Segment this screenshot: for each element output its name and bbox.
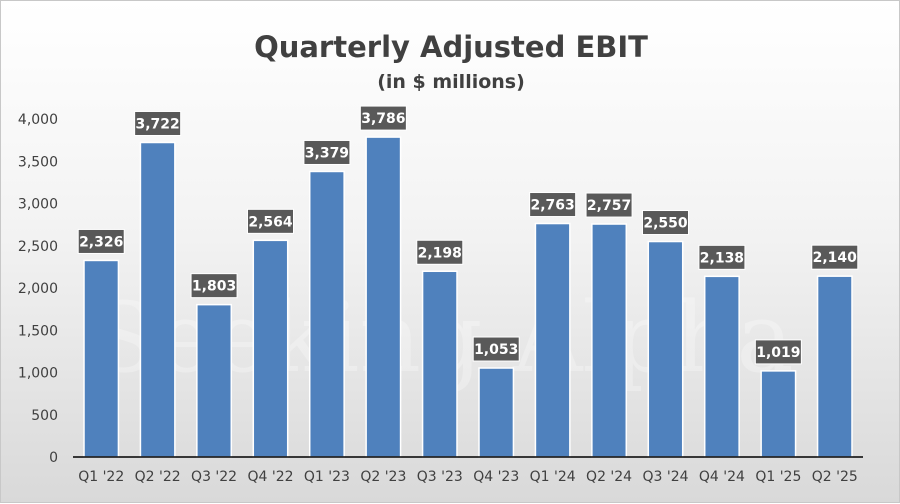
data-label-box — [77, 228, 125, 254]
data-label: 3,786 — [361, 111, 405, 127]
y-tick-label: 0 — [49, 450, 58, 466]
y-tick-label: 2,000 — [18, 281, 58, 297]
data-label: 2,757 — [587, 198, 631, 214]
x-tick-label: Q1 '22 — [78, 469, 124, 485]
data-label-box — [190, 273, 238, 299]
x-tick-label: Q1 '23 — [304, 469, 350, 485]
data-label: 2,140 — [813, 250, 858, 266]
y-tick-label: 1,000 — [18, 366, 58, 382]
data-label: 2,326 — [79, 234, 123, 250]
chart-subtitle: (in $ millions) — [377, 71, 525, 93]
x-tick-label: Q1 '25 — [755, 469, 801, 485]
data-label: 2,198 — [418, 245, 462, 261]
data-labels: 2,326 3,722 1,803 2,564 3,379 3,786 2,198 1,053… — [77, 105, 859, 365]
data-label-box — [642, 210, 689, 236]
bar — [760, 370, 797, 458]
bar — [365, 136, 402, 458]
x-tick-label: Q4 '24 — [699, 469, 745, 485]
y-tick-label: 4,000 — [18, 112, 58, 128]
x-tick-label: Q2 '25 — [812, 469, 858, 485]
data-label-box — [529, 192, 577, 218]
y-tick-label: 3,500 — [18, 154, 58, 170]
bar — [83, 259, 120, 458]
bar — [591, 223, 628, 458]
data-label-box — [754, 339, 802, 365]
y-axis: 0 500 1,000 1,500 2,000 2,500 3,000 3,500 4,000 — [18, 112, 58, 466]
data-label: 3,379 — [305, 145, 349, 161]
x-tick-label: Q3 '24 — [642, 469, 688, 485]
bar — [196, 303, 233, 458]
data-label: 2,564 — [248, 214, 293, 230]
data-label-box — [585, 192, 633, 218]
bar — [421, 270, 458, 458]
x-tick-label: Q4 '23 — [473, 469, 519, 485]
data-label-box — [698, 244, 746, 270]
y-tick-label: 1,500 — [18, 323, 58, 339]
data-label: 1,053 — [474, 342, 518, 358]
data-label-box — [303, 139, 351, 165]
x-axis: Q1 '22 Q2 '22 Q3 '22 Q4 '22 Q1 '23 Q2 '23 Q3 '… — [73, 456, 863, 485]
bar — [308, 170, 345, 458]
x-tick-label: Q2 '24 — [586, 469, 632, 485]
data-label-box — [359, 105, 407, 131]
bar — [647, 240, 684, 458]
data-label: 2,763 — [530, 198, 574, 214]
data-label-box — [811, 244, 859, 270]
x-tick-label: Q2 '22 — [135, 469, 181, 485]
data-label-box — [472, 336, 520, 362]
data-label: 2,138 — [700, 250, 744, 266]
bar — [139, 141, 176, 458]
bars — [83, 136, 853, 458]
y-tick-label: 500 — [31, 408, 58, 424]
data-label: 1,803 — [192, 279, 236, 295]
data-label-box — [134, 110, 182, 136]
x-tick-label: Q4 '22 — [247, 469, 293, 485]
x-tick-label: Q2 '23 — [360, 469, 406, 485]
bar — [703, 275, 740, 458]
data-label-box — [416, 239, 464, 265]
chart-title: Quarterly Adjusted EBIT — [254, 30, 648, 64]
x-tick-label: Q1 '24 — [530, 469, 576, 485]
data-label: 1,019 — [756, 345, 800, 361]
data-label: 2,550 — [643, 216, 688, 232]
y-tick-label: 3,000 — [18, 197, 58, 213]
bar — [252, 239, 289, 458]
y-tick-label: 2,500 — [18, 239, 58, 255]
x-tick-label: Q3 '23 — [417, 469, 463, 485]
bar — [478, 367, 515, 458]
bar — [534, 222, 571, 458]
data-label-box — [247, 208, 294, 234]
x-tick-label: Q3 '22 — [191, 469, 237, 485]
bar — [816, 275, 853, 458]
data-label: 3,722 — [135, 116, 179, 132]
